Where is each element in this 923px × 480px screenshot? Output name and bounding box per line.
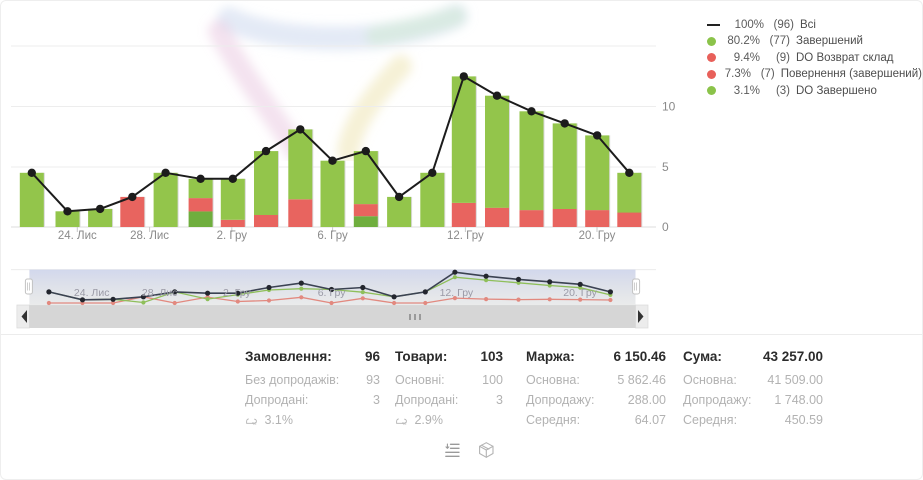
svg-text:%: % [402, 421, 407, 426]
svg-text:28. Лис: 28. Лис [142, 287, 178, 299]
svg-text:24. Лис: 24. Лис [58, 230, 97, 242]
svg-text:6. Гру: 6. Гру [318, 287, 346, 299]
svg-text:10: 10 [662, 100, 676, 114]
svg-text:20. Гру: 20. Гру [563, 287, 597, 299]
svg-text:24. Лис: 24. Лис [74, 287, 110, 299]
svg-text:12. Гру: 12. Гру [440, 287, 474, 299]
svg-text:28. Лис: 28. Лис [130, 230, 169, 242]
svg-text:2. Гру: 2. Гру [223, 287, 251, 299]
svg-text:6. Гру: 6. Гру [317, 230, 348, 242]
svg-text:20. Гру: 20. Гру [579, 230, 616, 242]
svg-text:5: 5 [662, 160, 669, 174]
svg-text:12. Гру: 12. Гру [447, 230, 484, 242]
svg-text:0: 0 [662, 220, 669, 234]
svg-text:2. Гру: 2. Гру [217, 230, 248, 242]
svg-text:%: % [252, 421, 257, 426]
